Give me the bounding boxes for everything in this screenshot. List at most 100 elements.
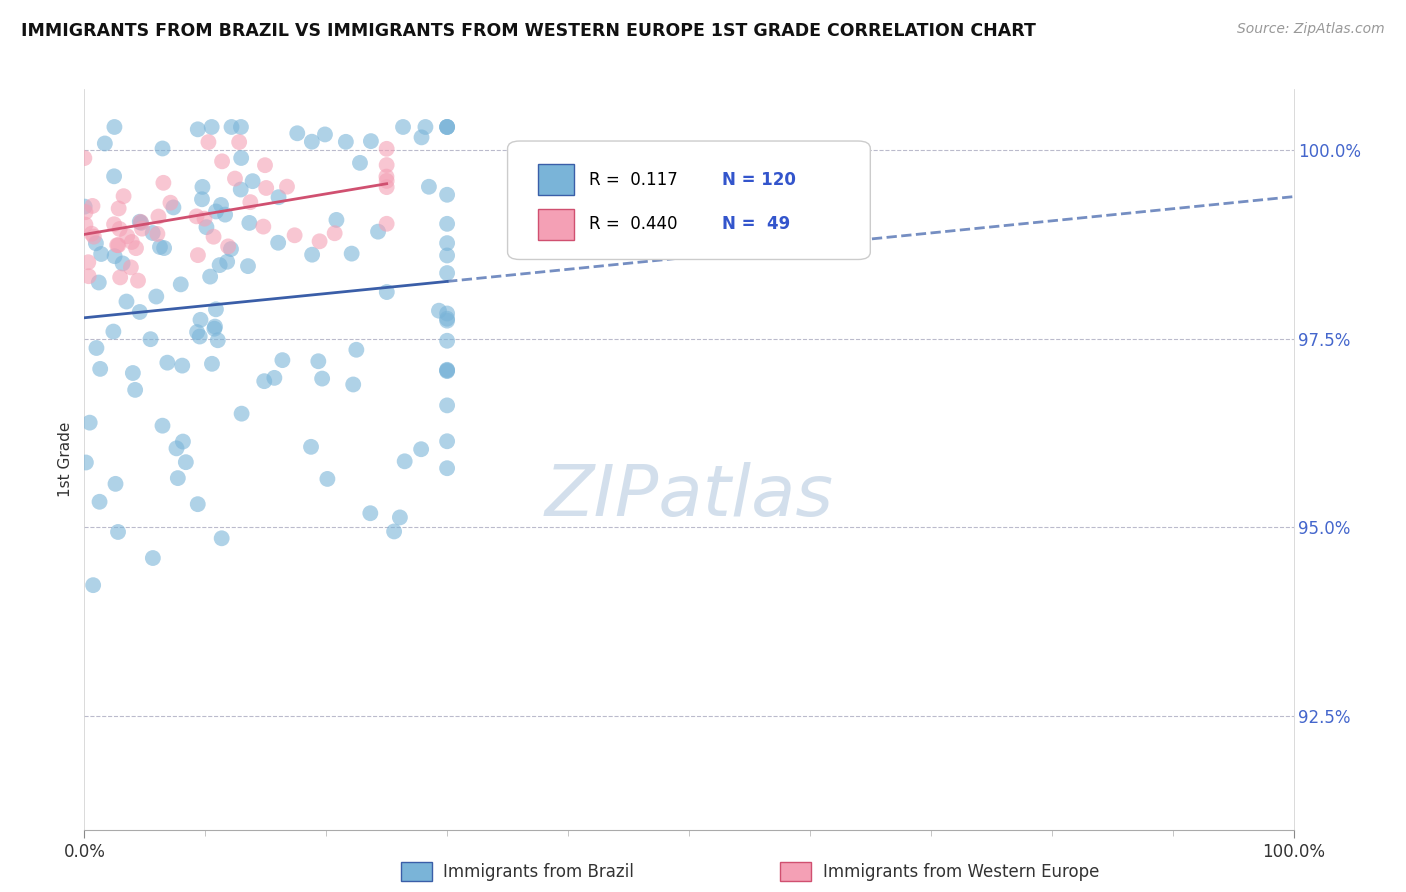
Point	[254, 181, 277, 195]
Point	[359, 506, 381, 520]
Point	[436, 364, 458, 378]
Point	[307, 354, 329, 368]
Point	[207, 333, 229, 347]
Point	[172, 434, 194, 449]
Point	[214, 208, 236, 222]
Point	[201, 120, 224, 134]
Point	[166, 442, 188, 456]
Point	[153, 241, 176, 255]
Point	[229, 182, 252, 196]
Point	[111, 256, 134, 270]
Point	[172, 359, 194, 373]
Point	[121, 366, 143, 380]
Point	[236, 259, 259, 273]
Point	[145, 289, 167, 303]
Point	[299, 440, 322, 454]
Point	[202, 322, 225, 336]
Point	[382, 524, 405, 539]
Point	[311, 371, 333, 385]
Point	[94, 136, 117, 151]
Point	[436, 311, 458, 326]
Point	[128, 305, 150, 319]
Text: Immigrants from Brazil: Immigrants from Brazil	[443, 863, 634, 881]
Point	[174, 455, 197, 469]
Point	[191, 180, 214, 194]
Point	[205, 302, 228, 317]
Point	[211, 154, 233, 169]
Point	[166, 471, 188, 485]
Point	[349, 156, 371, 170]
Point	[125, 241, 148, 255]
Point	[436, 313, 458, 327]
Point	[75, 455, 97, 469]
Point	[75, 205, 97, 219]
Point	[104, 476, 127, 491]
Point	[217, 239, 239, 253]
Point	[124, 383, 146, 397]
Point	[316, 472, 339, 486]
Point	[436, 306, 458, 320]
Point	[142, 551, 165, 566]
Point	[82, 578, 104, 592]
Point	[217, 254, 239, 268]
Point	[367, 225, 389, 239]
Point	[253, 374, 276, 388]
Point	[108, 222, 131, 236]
Point	[436, 217, 458, 231]
Point	[202, 229, 225, 244]
Point	[152, 141, 174, 155]
Point	[107, 524, 129, 539]
Point	[162, 201, 184, 215]
Point	[219, 242, 242, 256]
Point	[231, 407, 253, 421]
Point	[229, 120, 252, 134]
Point	[284, 228, 307, 243]
Point	[139, 332, 162, 346]
Point	[152, 176, 174, 190]
Point	[253, 158, 276, 172]
Point	[195, 220, 218, 235]
Point	[204, 319, 226, 334]
FancyBboxPatch shape	[508, 141, 870, 260]
Point	[103, 217, 125, 231]
Point	[308, 235, 330, 249]
Point	[73, 200, 96, 214]
Point	[159, 195, 181, 210]
Text: N =  49: N = 49	[721, 215, 790, 233]
Point	[301, 248, 323, 262]
Point	[103, 169, 125, 184]
Point	[238, 216, 260, 230]
Point	[221, 120, 243, 134]
Point	[107, 238, 129, 252]
Point	[75, 218, 97, 232]
Point	[267, 190, 290, 204]
Point	[252, 219, 274, 234]
Point	[87, 276, 110, 290]
Point	[392, 120, 415, 134]
Point	[83, 229, 105, 244]
Point	[271, 353, 294, 368]
Point	[388, 510, 411, 524]
Point	[436, 120, 458, 134]
Point	[436, 248, 458, 262]
Point	[228, 135, 250, 149]
Point	[427, 303, 450, 318]
Point	[375, 142, 398, 156]
Point	[129, 216, 152, 230]
Point	[201, 357, 224, 371]
Point	[121, 235, 143, 249]
Point	[128, 215, 150, 229]
FancyBboxPatch shape	[538, 164, 574, 195]
Text: Source: ZipAtlas.com: Source: ZipAtlas.com	[1237, 22, 1385, 37]
Point	[375, 285, 398, 299]
Point	[187, 248, 209, 262]
Text: R =  0.117: R = 0.117	[589, 170, 678, 188]
Point	[375, 180, 398, 194]
Point	[86, 341, 108, 355]
Point	[127, 274, 149, 288]
Point	[115, 229, 138, 244]
Point	[90, 247, 112, 261]
Point	[105, 238, 128, 252]
Point	[107, 202, 129, 216]
Point	[80, 227, 103, 241]
